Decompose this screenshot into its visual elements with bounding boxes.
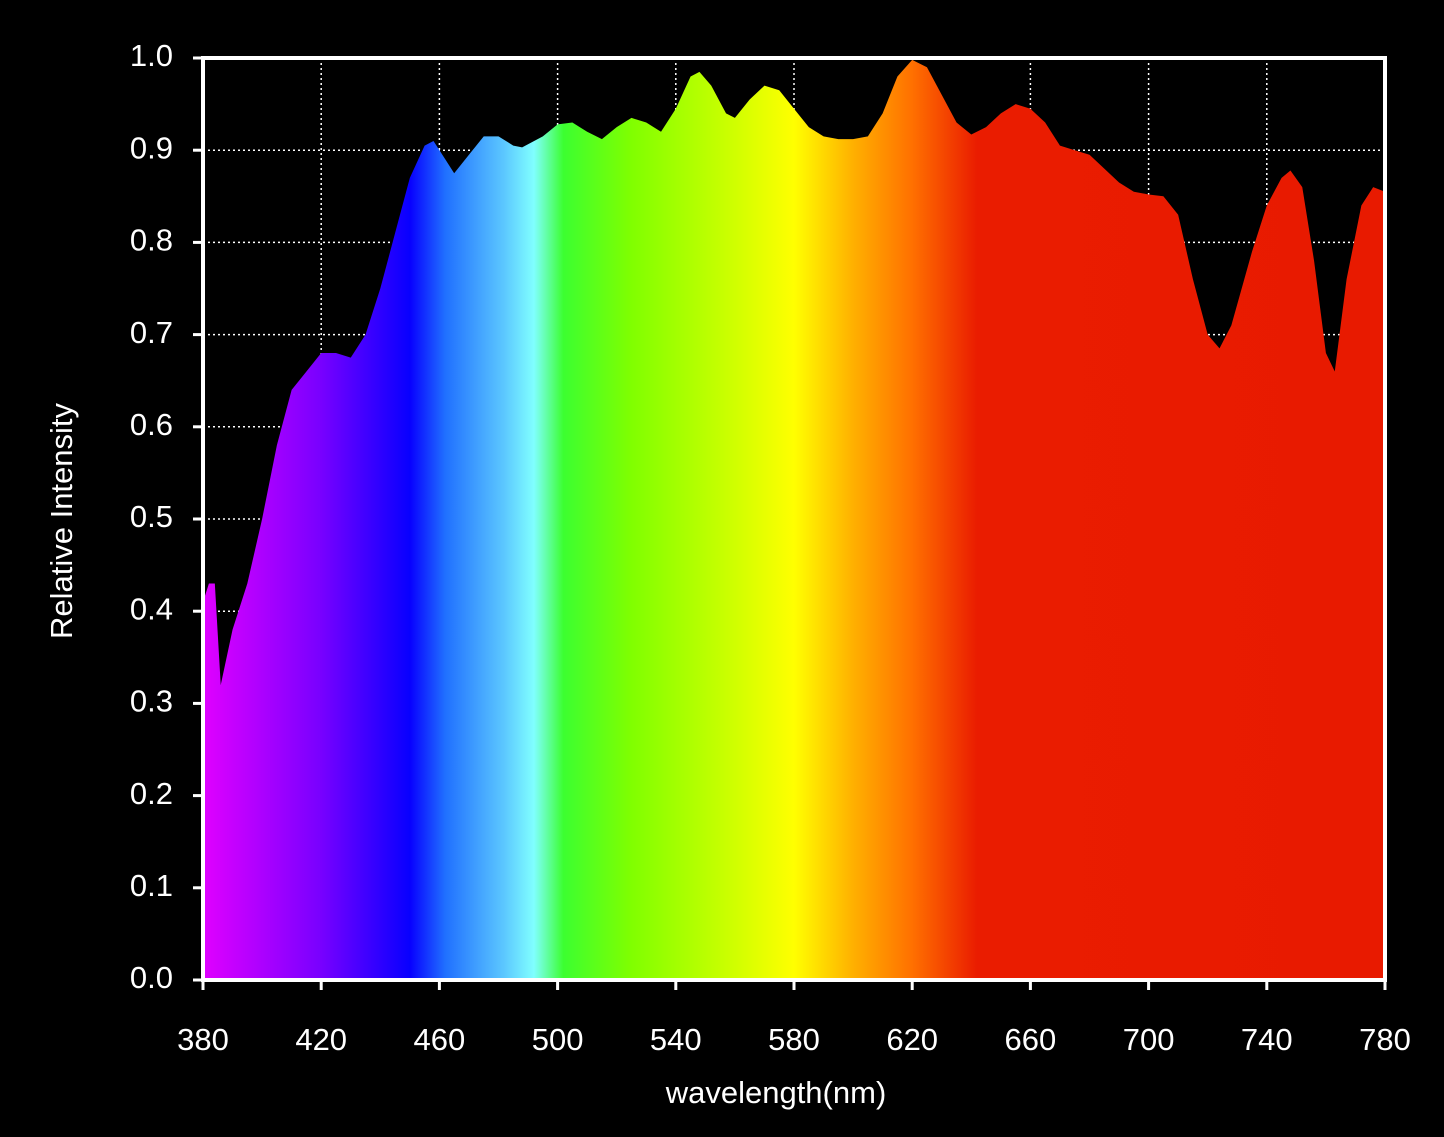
x-tick-label: 740	[1241, 1022, 1293, 1057]
x-tick-label: 700	[1123, 1022, 1175, 1057]
y-tick-label: 0.6	[130, 407, 173, 442]
plot-frame	[201, 56, 1387, 982]
y-tick-label: 0.7	[130, 315, 173, 350]
x-tick-label: 660	[1005, 1022, 1057, 1057]
spectrum-area	[203, 59, 1385, 981]
x-tick-label: 540	[650, 1022, 702, 1057]
x-tick-label: 420	[295, 1022, 347, 1057]
y-tick-label: 0.2	[130, 776, 173, 811]
x-axis-label: wavelength(nm)	[665, 1075, 887, 1110]
y-tick-label: 0.0	[130, 960, 173, 995]
y-tick-label: 0.8	[130, 223, 173, 258]
y-tick-label: 0.3	[130, 684, 173, 719]
x-tick-label: 500	[532, 1022, 584, 1057]
x-tick-label: 580	[768, 1022, 820, 1057]
y-tick-label: 0.5	[130, 499, 173, 534]
y-tick-label: 0.4	[130, 591, 173, 626]
y-tick-label: 0.9	[130, 130, 173, 165]
y-tick-label: 0.1	[130, 868, 173, 903]
x-tick-label: 620	[886, 1022, 938, 1057]
x-tick-label: 780	[1359, 1022, 1411, 1057]
y-axis-label: Relative Intensity	[44, 402, 79, 639]
x-tick-label: 380	[177, 1022, 229, 1057]
x-tick-label: 460	[414, 1022, 466, 1057]
y-tick-label: 1.0	[130, 38, 173, 73]
